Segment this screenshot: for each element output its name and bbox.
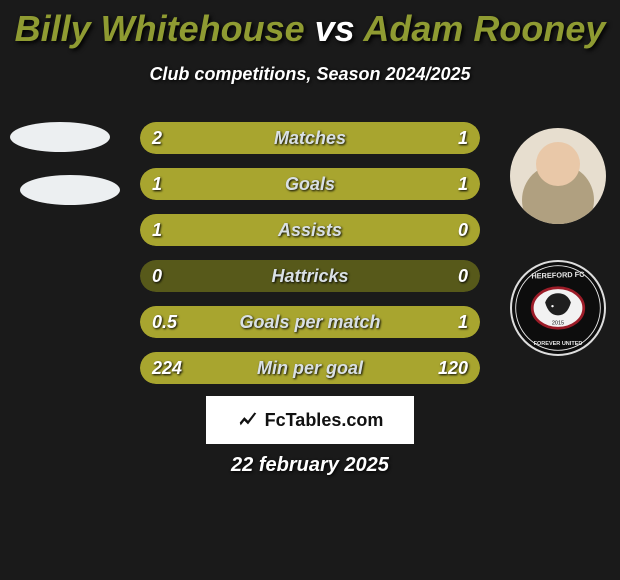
stat-label: Matches [140, 122, 480, 154]
stat-label: Goals per match [140, 306, 480, 338]
svg-text:HEREFORD FC: HEREFORD FC [531, 270, 585, 281]
player-right-club-crest: HEREFORD FC FOREVER UNITED 2015 [510, 260, 606, 356]
player-right-name: Adam Rooney [363, 8, 605, 49]
snapshot-date: 22 february 2025 [0, 454, 620, 477]
stat-row: 10Assists [140, 214, 480, 246]
stat-label: Goals [140, 168, 480, 200]
brand-text: FcTables.com [265, 410, 384, 431]
subtitle: Club competitions, Season 2024/2025 [0, 64, 620, 85]
stat-label: Min per goal [140, 352, 480, 384]
stat-row: 21Matches [140, 122, 480, 154]
comparison-bar-chart: 21Matches 11Goals 10Assists 00Hattricks 0.51… [140, 122, 480, 398]
stat-row: 00Hattricks [140, 260, 480, 292]
comparison-title: Billy Whitehouse vs Adam Rooney [0, 0, 620, 50]
stat-row: 0.51Goals per match [140, 306, 480, 338]
chart-icon [237, 407, 259, 434]
brand-footer: FcTables.com [206, 396, 414, 444]
svg-text:2015: 2015 [552, 321, 564, 327]
player-left-avatar-placeholder-1 [10, 122, 110, 152]
vs-word: vs [315, 8, 355, 49]
player-right-photo [510, 128, 606, 224]
stat-row: 11Goals [140, 168, 480, 200]
stat-label: Hattricks [140, 260, 480, 292]
svg-text:FOREVER UNITED: FOREVER UNITED [534, 341, 583, 347]
stat-row: 224120Min per goal [140, 352, 480, 384]
stat-label: Assists [140, 214, 480, 246]
player-left-name: Billy Whitehouse [15, 8, 305, 49]
player-left-avatar-placeholder-2 [20, 175, 120, 205]
